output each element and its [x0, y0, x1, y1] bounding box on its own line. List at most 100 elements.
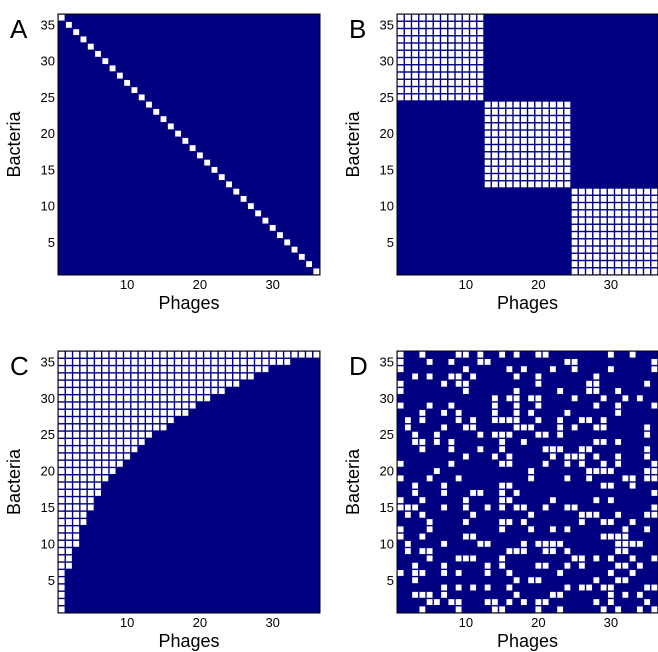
infection-cell-d-10-15 [462, 504, 469, 511]
infection-cell-b-33-8 [629, 217, 636, 224]
infection-cell-c-6-30 [95, 395, 101, 402]
infection-cell-c-17-31 [175, 388, 182, 394]
infection-cell-c-1-25 [58, 431, 65, 438]
infection-cell-b-22-24 [549, 101, 556, 108]
infection-cell-b-27-5 [586, 239, 593, 246]
infection-cell-d-25-30 [571, 395, 578, 402]
y-tick-label-a-25: 25 [41, 90, 55, 105]
infection-cell-b-27-1 [586, 268, 593, 275]
infection-cell-c-2-33 [65, 373, 72, 380]
infection-cell-d-18-15 [520, 504, 527, 511]
infection-cell-b-33-7 [629, 224, 636, 231]
infection-cell-b-34-2 [636, 261, 643, 268]
infection-cell-c-1-5 [58, 577, 65, 584]
infection-cell-b-24-22 [564, 116, 571, 123]
infection-cell-b-26-8 [578, 217, 585, 224]
infection-cell-b-20-23 [535, 108, 542, 115]
infection-cell-c-1-12 [58, 526, 65, 533]
infection-cell-d-8-21 [448, 460, 455, 467]
infection-cell-b-13-24 [484, 101, 491, 108]
infection-cell-c-12-28 [138, 409, 145, 416]
y-tick-label-a-10: 10 [41, 199, 55, 214]
infection-cell-b-32-8 [622, 217, 629, 224]
infection-cell-d-21-10 [542, 540, 549, 547]
infection-cell-b-9-32 [455, 43, 462, 50]
y-tick-label-b-15: 15 [380, 162, 394, 177]
infection-cell-c-22-34 [211, 366, 218, 373]
infection-cell-d-7-6 [441, 570, 448, 576]
infection-cell-b-34-3 [636, 253, 643, 260]
infection-cell-b-36-11 [651, 195, 658, 202]
infection-cell-b-31-11 [615, 195, 622, 202]
infection-cell-c-23-35 [218, 358, 225, 365]
infection-cell-c-4-16 [80, 497, 87, 504]
infection-cell-d-19-5 [528, 577, 535, 584]
infection-cell-b-8-35 [448, 21, 455, 28]
panel-c-background [58, 351, 320, 613]
infection-cell-c-2-8 [65, 555, 72, 562]
infection-cell-c-5-30 [87, 395, 94, 402]
infection-cell-a-7-30 [102, 58, 109, 65]
infection-cell-b-11-30 [470, 58, 477, 65]
infection-cell-c-5-21 [87, 460, 94, 467]
infection-cell-d-9-6 [455, 570, 462, 576]
infection-cell-b-17-18 [513, 145, 520, 152]
infection-cell-d-5-3 [426, 591, 433, 598]
infection-cell-c-1-3 [58, 591, 65, 598]
infection-cell-d-2-9 [404, 548, 411, 555]
infection-cell-c-16-28 [167, 409, 174, 416]
y-tick-label-d-15: 15 [380, 500, 394, 515]
infection-cell-c-8-33 [109, 373, 116, 380]
infection-cell-a-21-16 [204, 159, 211, 166]
infection-cell-b-1-36 [397, 14, 404, 21]
infection-cell-d-23-23 [557, 446, 564, 453]
infection-cell-d-5-2 [426, 599, 433, 606]
infection-cell-b-17-14 [513, 174, 520, 181]
infection-cell-c-3-11 [73, 533, 80, 540]
infection-cell-a-30-7 [269, 224, 276, 231]
infection-cell-d-27-20 [586, 468, 593, 475]
infection-cell-d-22-23 [549, 446, 556, 453]
infection-cell-d-10-32 [462, 380, 469, 387]
infection-cell-b-7-25 [441, 94, 448, 101]
infection-cell-c-1-11 [58, 533, 65, 540]
y-tick-label-c-30: 30 [41, 391, 55, 406]
infection-cell-b-19-14 [528, 174, 535, 181]
infection-cell-c-17-29 [175, 402, 182, 409]
infection-cell-d-34-30 [636, 395, 643, 402]
infection-cell-b-36-3 [651, 253, 658, 260]
infection-cell-d-23-31 [557, 388, 564, 394]
infection-cell-d-25-34 [571, 366, 578, 373]
infection-cell-b-6-30 [433, 58, 440, 65]
infection-cell-d-5-12 [426, 526, 433, 533]
infection-cell-b-16-23 [506, 108, 513, 115]
infection-cell-c-5-15 [87, 504, 94, 511]
infection-cell-b-16-16 [506, 159, 513, 166]
infection-cell-d-33-13 [629, 519, 636, 525]
infection-cell-d-2-27 [404, 417, 411, 424]
infection-cell-d-9-2 [455, 599, 462, 606]
y-tick-label-a-30: 30 [41, 54, 55, 69]
infection-cell-d-19-28 [528, 409, 535, 416]
infection-cell-d-26-23 [578, 446, 585, 453]
infection-cell-c-24-33 [226, 373, 232, 380]
infection-cell-c-4-22 [80, 453, 87, 460]
infection-cell-d-26-14 [578, 511, 585, 518]
infection-cell-b-4-27 [419, 79, 426, 86]
infection-cell-b-28-2 [593, 261, 600, 268]
infection-cell-d-20-5 [535, 577, 542, 584]
infection-cell-b-10-31 [462, 50, 469, 57]
infection-cell-c-3-20 [73, 468, 80, 475]
infection-cell-b-3-26 [412, 87, 419, 94]
infection-cell-b-2-26 [404, 87, 411, 94]
infection-cell-d-27-31 [586, 388, 593, 394]
infection-cell-b-36-9 [651, 210, 658, 217]
infection-cell-a-3-34 [73, 29, 80, 36]
infection-cell-b-23-18 [557, 145, 564, 152]
infection-cell-c-4-17 [80, 489, 87, 496]
panel-d-frame [396, 350, 658, 614]
infection-cell-d-22-10 [549, 540, 556, 547]
infection-cell-b-32-9 [622, 210, 629, 217]
infection-cell-c-5-24 [87, 439, 94, 445]
infection-cell-c-7-33 [102, 373, 109, 380]
